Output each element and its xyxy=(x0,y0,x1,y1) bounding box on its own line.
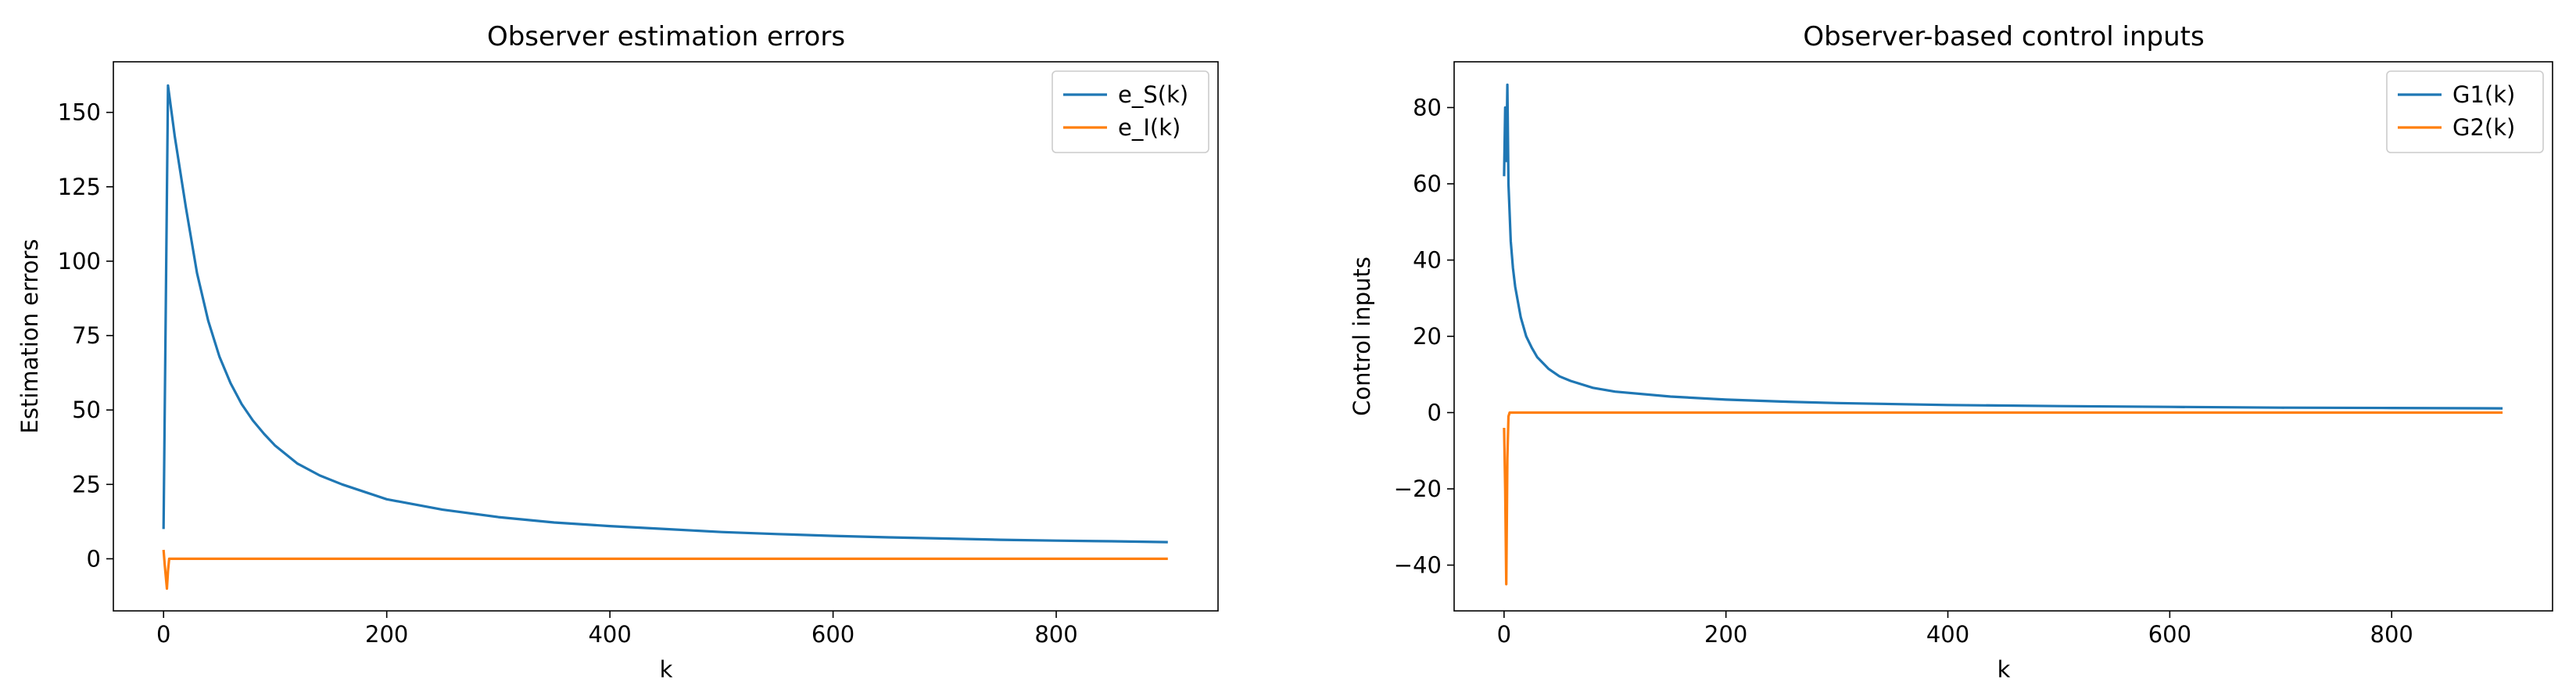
legend: e_S(k) e_I(k) xyxy=(1052,70,1209,153)
legend-label: G2(k) xyxy=(2452,114,2515,141)
y-tick-label: −40 xyxy=(1394,552,1442,579)
x-tick-label: 400 xyxy=(588,621,631,648)
series-line-0 xyxy=(1503,83,2503,410)
legend-label: G1(k) xyxy=(2452,81,2515,108)
x-tick-label: 200 xyxy=(365,621,408,648)
plot-area: 0 200 400 600 800 0 25 50 75 100 125 150 e_S(k) e_I(k… xyxy=(58,61,1219,648)
series-line-1 xyxy=(1503,411,2503,586)
x-tick-label: 400 xyxy=(1926,621,1969,648)
x-tick-label: 600 xyxy=(2148,621,2191,648)
y-tick-label: 125 xyxy=(58,174,101,200)
chart-title: Observer estimation errors xyxy=(487,21,845,52)
x-tick-label: 0 xyxy=(1497,621,1511,648)
x-tick-label: 800 xyxy=(1034,621,1077,648)
x-tick-label: 200 xyxy=(1704,621,1747,648)
chart-estimation-errors: Observer estimation errors 0 200 400 600 800… xyxy=(16,21,1219,683)
legend-box xyxy=(1052,70,1209,153)
x-tick-label: 800 xyxy=(2370,621,2413,648)
series-line-1 xyxy=(162,549,1168,591)
y-tick-label: −20 xyxy=(1394,476,1442,502)
x-tick-label: 600 xyxy=(811,621,854,648)
chart-control-inputs: Observer-based control inputs 0 200 400 600… xyxy=(1349,21,2553,683)
y-axis-label: Control inputs xyxy=(1349,257,1375,416)
legend-label: e_I(k) xyxy=(1118,114,1181,141)
y-tick-label: 40 xyxy=(1413,247,1442,274)
y-tick-label: 100 xyxy=(58,248,101,275)
legend-box xyxy=(2386,70,2544,153)
y-axis-label: Estimation errors xyxy=(16,239,43,434)
y-tick-label: 80 xyxy=(1413,95,1442,121)
series-line-0 xyxy=(162,84,1168,544)
y-tick-label: 150 xyxy=(58,99,101,126)
y-tick-label: 60 xyxy=(1413,171,1442,197)
plot-area: 0 200 400 600 800 −40 −20 0 20 40 60 80 G1(k) G2(k) xyxy=(1394,61,2553,648)
y-tick-label: 75 xyxy=(72,322,101,349)
legend-label: e_S(k) xyxy=(1118,81,1188,108)
axes-frame xyxy=(113,61,1219,612)
y-tick-label: 0 xyxy=(1428,400,1442,426)
legend: G1(k) G2(k) xyxy=(2386,70,2544,153)
y-tick-label: 0 xyxy=(87,545,101,572)
y-tick-label: 20 xyxy=(1413,323,1442,350)
y-tick-label: 25 xyxy=(72,471,101,497)
chart-title: Observer-based control inputs xyxy=(1803,21,2204,52)
x-tick-label: 0 xyxy=(156,621,170,648)
x-axis-label: k xyxy=(660,656,673,683)
y-tick-label: 50 xyxy=(72,397,101,423)
x-axis-label: k xyxy=(1997,656,2011,683)
